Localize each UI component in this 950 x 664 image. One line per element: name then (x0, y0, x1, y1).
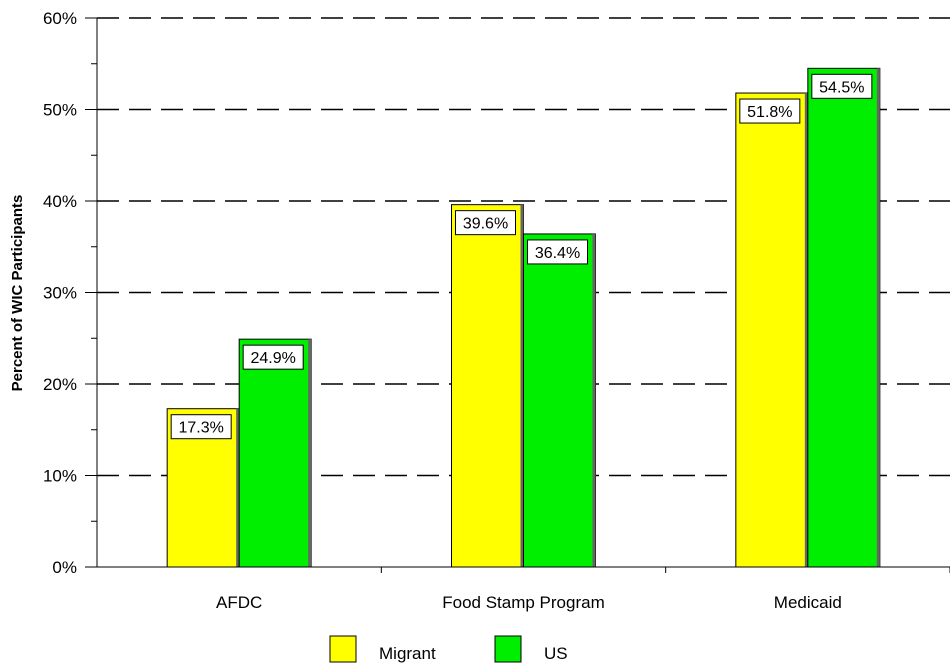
bar-us-2 (807, 67, 881, 568)
bar-edge (592, 233, 596, 567)
y-tick-label: 60% (43, 9, 77, 28)
bar-edge (876, 68, 880, 567)
data-label-box (527, 239, 588, 265)
y-tick-label: 40% (43, 192, 77, 211)
legend: Migrant US (329, 635, 568, 663)
bar-edge (236, 408, 240, 567)
bar-edge (308, 339, 312, 567)
legend-swatch-migrant (329, 635, 357, 663)
y-tick-label: 0% (52, 558, 77, 577)
y-tick-label: 20% (43, 375, 77, 394)
axes: 0% 10% 20% 30% 40% 50% 60% AFDC Food Stamp Progr… (43, 9, 950, 612)
data-label: 54.5% (819, 79, 864, 96)
y-tick-label: 30% (43, 284, 77, 303)
data-label: 51.8% (747, 104, 792, 121)
legend-label-migrant: Migrant (379, 644, 436, 663)
bar-us-1 (523, 233, 596, 568)
legend-label-us: US (544, 644, 568, 663)
data-label-box (811, 73, 873, 99)
data-label: 36.4% (535, 245, 580, 262)
data-label: 17.3% (178, 420, 223, 437)
data-label-box (739, 98, 801, 124)
bar-edge (804, 93, 808, 567)
bar-us-0 (238, 338, 312, 568)
y-tick-label: 50% (43, 101, 77, 120)
data-label-box (170, 414, 232, 440)
bars (166, 67, 881, 568)
bar-migrant-1 (451, 204, 524, 568)
bar-edge (520, 204, 524, 567)
data-label-box (455, 210, 516, 236)
y-axis-title: Percent of WIC Participants (9, 195, 26, 392)
data-label: 24.9% (250, 350, 295, 367)
x-tick-label: AFDC (216, 593, 262, 612)
data-label-box (242, 344, 304, 370)
y-tick-label: 10% (43, 467, 77, 486)
x-tick-label: Food Stamp Program (442, 593, 605, 612)
legend-swatch-us (494, 635, 522, 663)
data-labels: 17.3% 24.9% 39.6% 36.4% 51.8% 54.5% (170, 73, 873, 440)
data-label: 39.6% (463, 216, 508, 233)
x-tick-label: Medicaid (774, 593, 842, 612)
bar-migrant-2 (735, 92, 809, 568)
